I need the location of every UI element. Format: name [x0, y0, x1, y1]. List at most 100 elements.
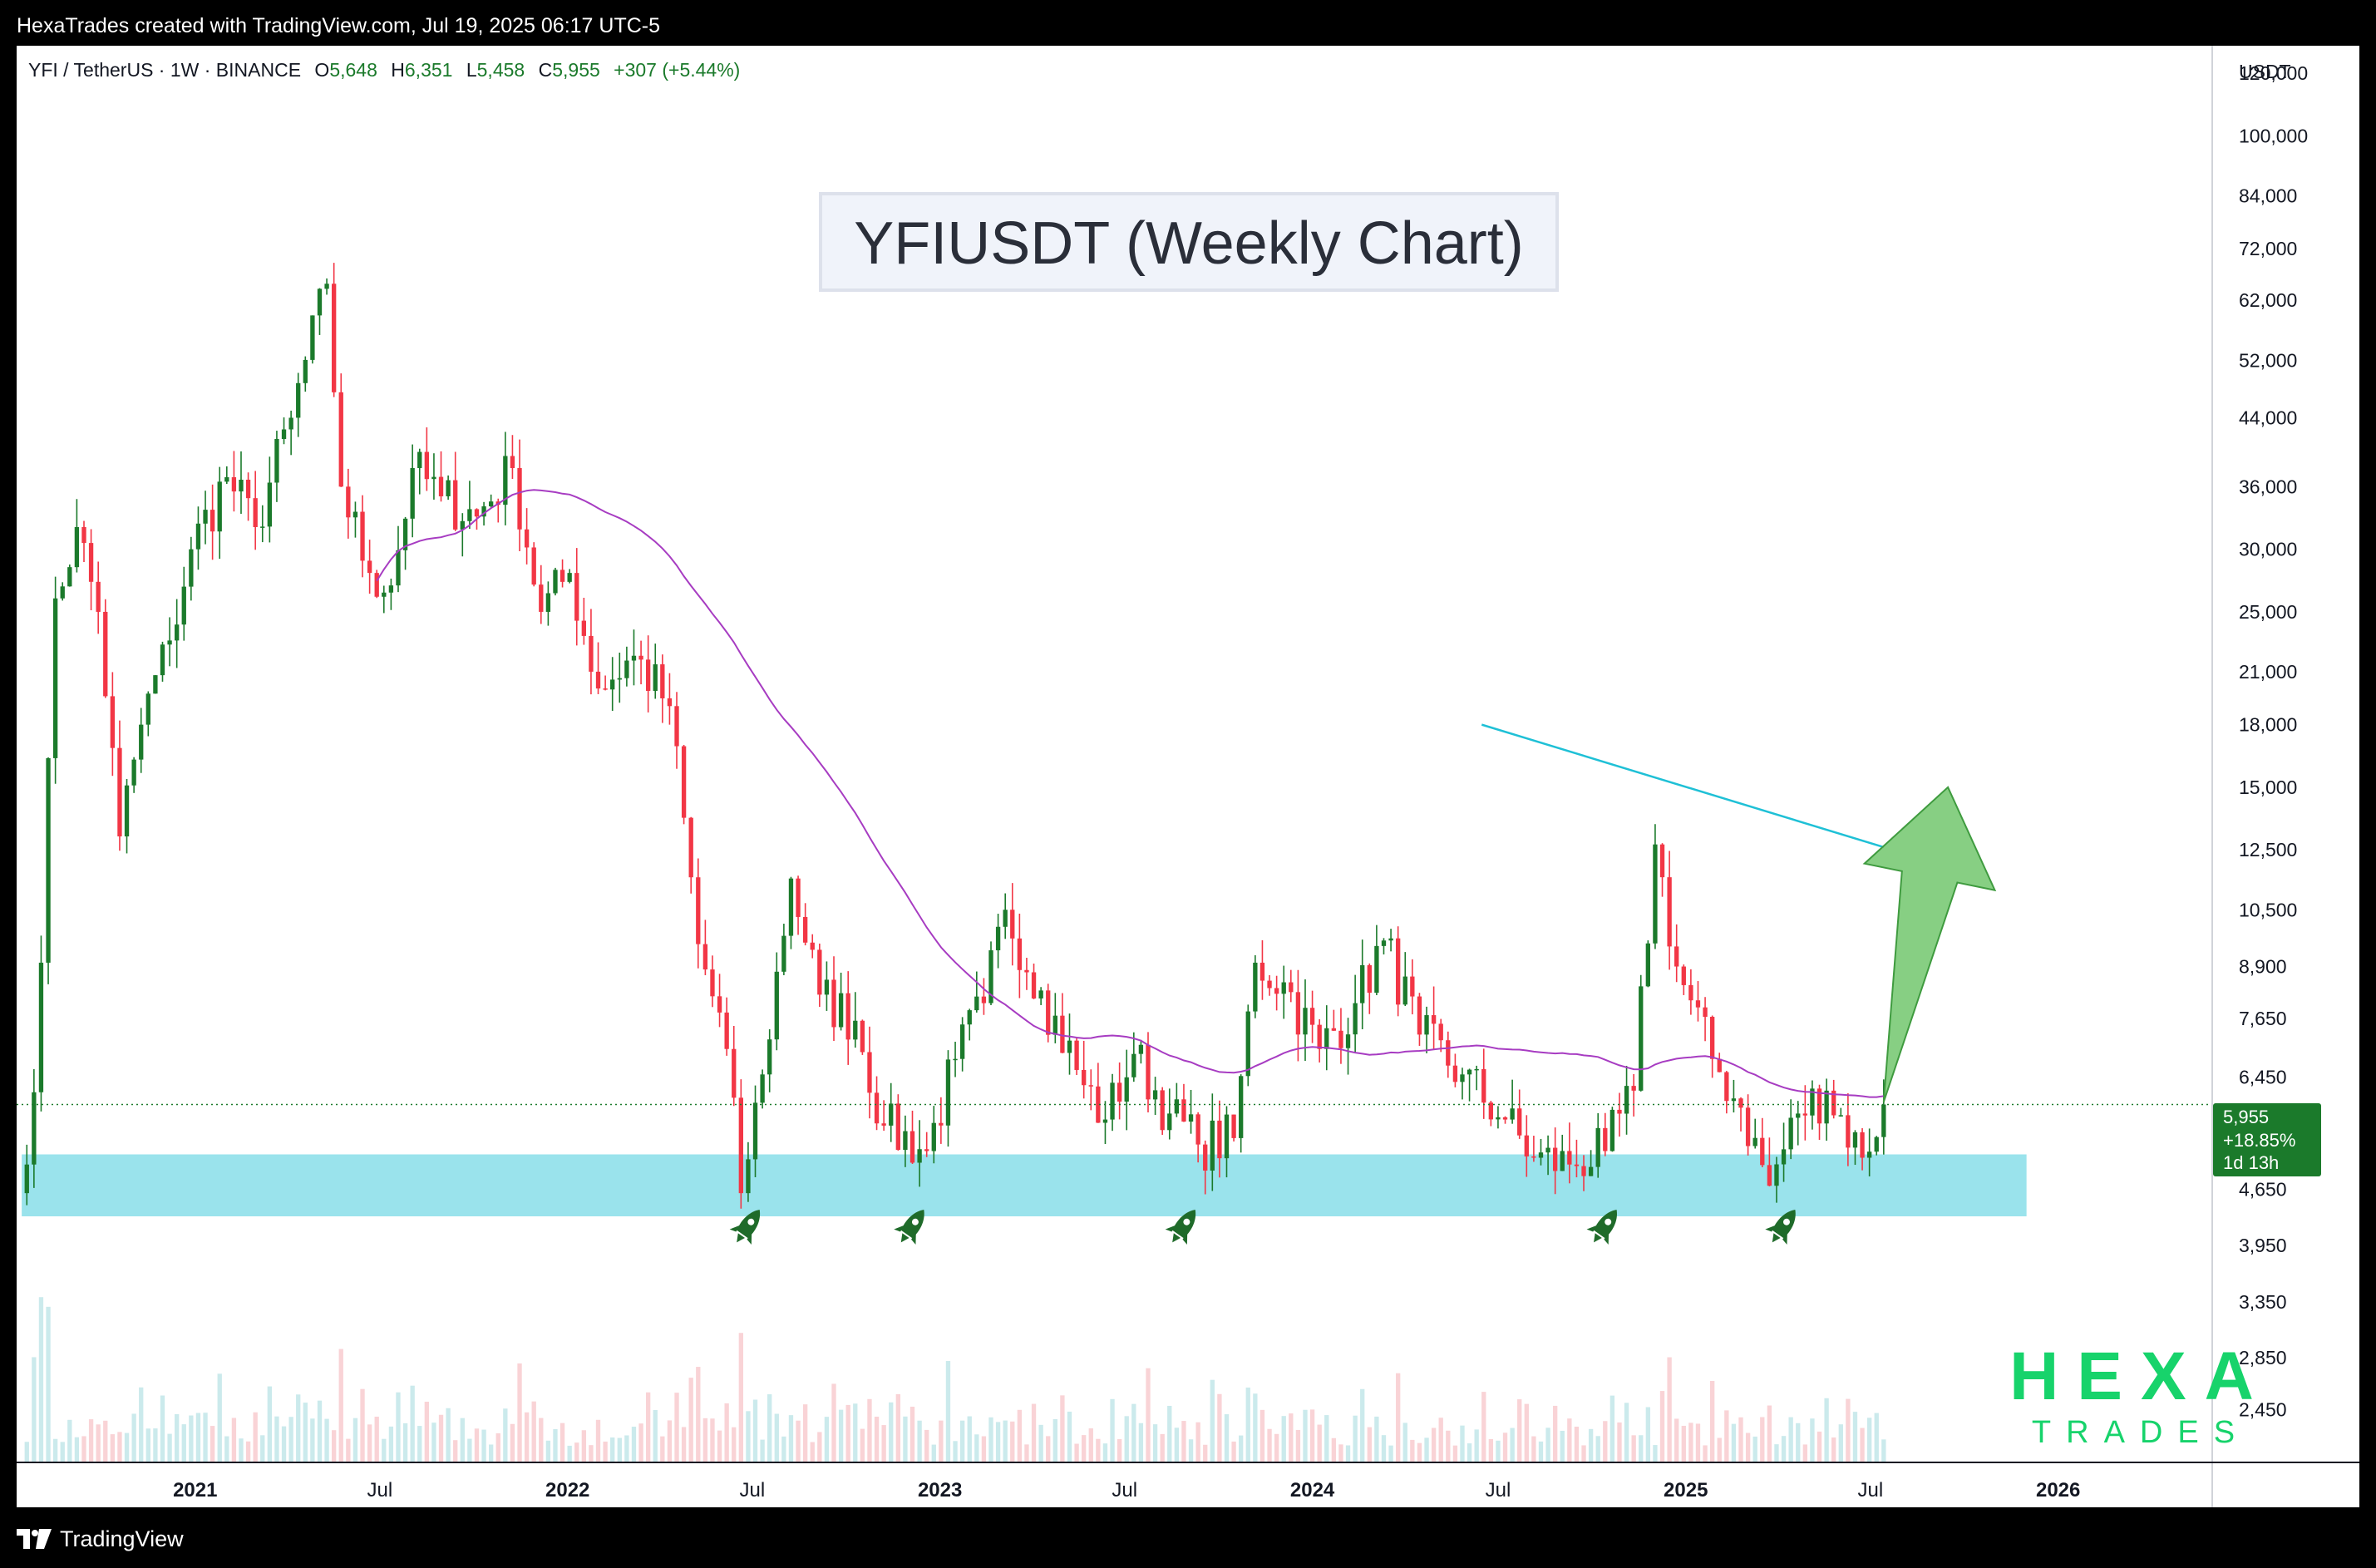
volume-bar [638, 1423, 643, 1462]
candle-body [96, 581, 101, 612]
candle-body [681, 746, 687, 818]
y-tick-label: 62,000 [2239, 289, 2297, 311]
volume-bar [1324, 1415, 1329, 1462]
candle-body [1203, 1144, 1208, 1171]
candle-body [867, 1052, 872, 1093]
y-tick-label: 12,500 [2239, 839, 2297, 860]
volume-bar [131, 1413, 136, 1462]
volume-bar [1289, 1413, 1294, 1462]
volume-bar [1639, 1435, 1644, 1462]
candle-body [874, 1092, 880, 1124]
volume-bar [589, 1445, 594, 1462]
chart-title: YFIUSDT (Weekly Chart) [854, 210, 1523, 277]
candle-body [1167, 1113, 1172, 1131]
candle-body [1709, 1017, 1715, 1059]
volume-bar [1674, 1418, 1679, 1462]
volume-bar [474, 1428, 480, 1462]
candle-body [1781, 1149, 1787, 1165]
volume-bar [1210, 1379, 1215, 1462]
chart-panel[interactable]: USDT 120,000 100,000 84,000 72,000 62,000 52,… [17, 46, 2359, 1507]
volume-bar [1303, 1409, 1308, 1462]
candle-body [1131, 1053, 1136, 1077]
candle-body [438, 476, 444, 496]
y-tick-label: 3,350 [2239, 1291, 2287, 1313]
volume-bar [895, 1393, 900, 1462]
candle-body [1624, 1086, 1629, 1114]
candle-body [1502, 1117, 1508, 1120]
volume-bar [1181, 1421, 1186, 1462]
candle-body [1588, 1166, 1594, 1176]
rocket-icon [1165, 1210, 1196, 1245]
y-tick-label: 21,000 [2239, 661, 2297, 683]
volume-bar [1003, 1420, 1008, 1462]
candle-body [74, 526, 80, 568]
volume-bar [702, 1418, 708, 1462]
volume-bar [110, 1434, 116, 1462]
volume-bar [1631, 1435, 1636, 1462]
volume-bar [1374, 1416, 1379, 1462]
volume-bar [332, 1430, 337, 1462]
candle-body [52, 598, 58, 758]
candle-body [1253, 962, 1258, 1012]
candle-body [203, 510, 208, 524]
chart-canvas[interactable]: USDT 120,000 100,000 84,000 72,000 62,000 52,… [17, 46, 2359, 1507]
volume-bar [881, 1425, 886, 1462]
volume-bar [667, 1420, 673, 1462]
candle-body [1703, 1007, 1708, 1018]
candle-body [1152, 1090, 1158, 1100]
candle-body [1603, 1127, 1608, 1151]
candle-body [1467, 1069, 1472, 1075]
volume-bar [1188, 1439, 1194, 1462]
volume-bar [1074, 1443, 1079, 1462]
volume-bar [931, 1444, 936, 1462]
volume-bar [203, 1413, 208, 1462]
candle-body [374, 573, 379, 597]
candle-body [1424, 1015, 1429, 1035]
volume-bar [1467, 1443, 1472, 1462]
candle-body [702, 944, 708, 970]
volume-bar [524, 1412, 530, 1462]
volume-bar [1781, 1436, 1787, 1462]
y-tick-label: 3,950 [2239, 1235, 2287, 1256]
time-axis[interactable]: 2021 Jul 2022 Jul 2023 Jul 2024 Jul 2025 Jul 2026 [17, 1462, 2359, 1501]
volume-bar [1217, 1393, 1222, 1462]
candle-body [1138, 1044, 1144, 1054]
candle-body [352, 511, 358, 518]
volume-bar [1760, 1417, 1765, 1462]
volume-bar [1082, 1435, 1087, 1462]
volume-bar [967, 1416, 972, 1462]
candle-body [781, 935, 786, 972]
candle-body [1124, 1077, 1129, 1102]
candle-body [239, 479, 244, 492]
price-axis[interactable]: USDT 120,000 100,000 84,000 72,000 62,000 52,… [2211, 46, 2308, 1507]
volume-bar [1688, 1423, 1693, 1462]
candle-body [167, 640, 172, 645]
candle-body [1639, 986, 1644, 1091]
volume-bar [124, 1432, 130, 1462]
candle-body [1274, 988, 1279, 994]
candle-body [831, 979, 836, 1028]
candle-body [1096, 1086, 1101, 1123]
candle-body [217, 481, 222, 532]
y-tick-label: 25,000 [2239, 601, 2297, 623]
volume-bar [1110, 1398, 1115, 1462]
volume-bar [738, 1333, 743, 1462]
candle-body [853, 1020, 858, 1040]
volume-bar [1738, 1417, 1743, 1462]
candle-body [1567, 1151, 1572, 1165]
candle-body [338, 392, 343, 487]
volume-bar [1195, 1422, 1200, 1462]
candle-body [802, 916, 808, 943]
volume-bar [710, 1418, 715, 1462]
caption-text: HexaTrades created with TradingView.com,… [17, 14, 661, 37]
candle-body [1838, 1115, 1843, 1117]
volume-bar [867, 1398, 872, 1462]
volume-bar [1338, 1444, 1343, 1462]
candle-body [1574, 1164, 1580, 1166]
candle-body [1381, 940, 1387, 946]
candle-body [517, 468, 522, 530]
volume-bar [1724, 1410, 1729, 1462]
volume-bar [1460, 1425, 1465, 1462]
tradingview-brand[interactable]: TradingView [17, 1522, 184, 1556]
volume-bar [139, 1387, 144, 1462]
